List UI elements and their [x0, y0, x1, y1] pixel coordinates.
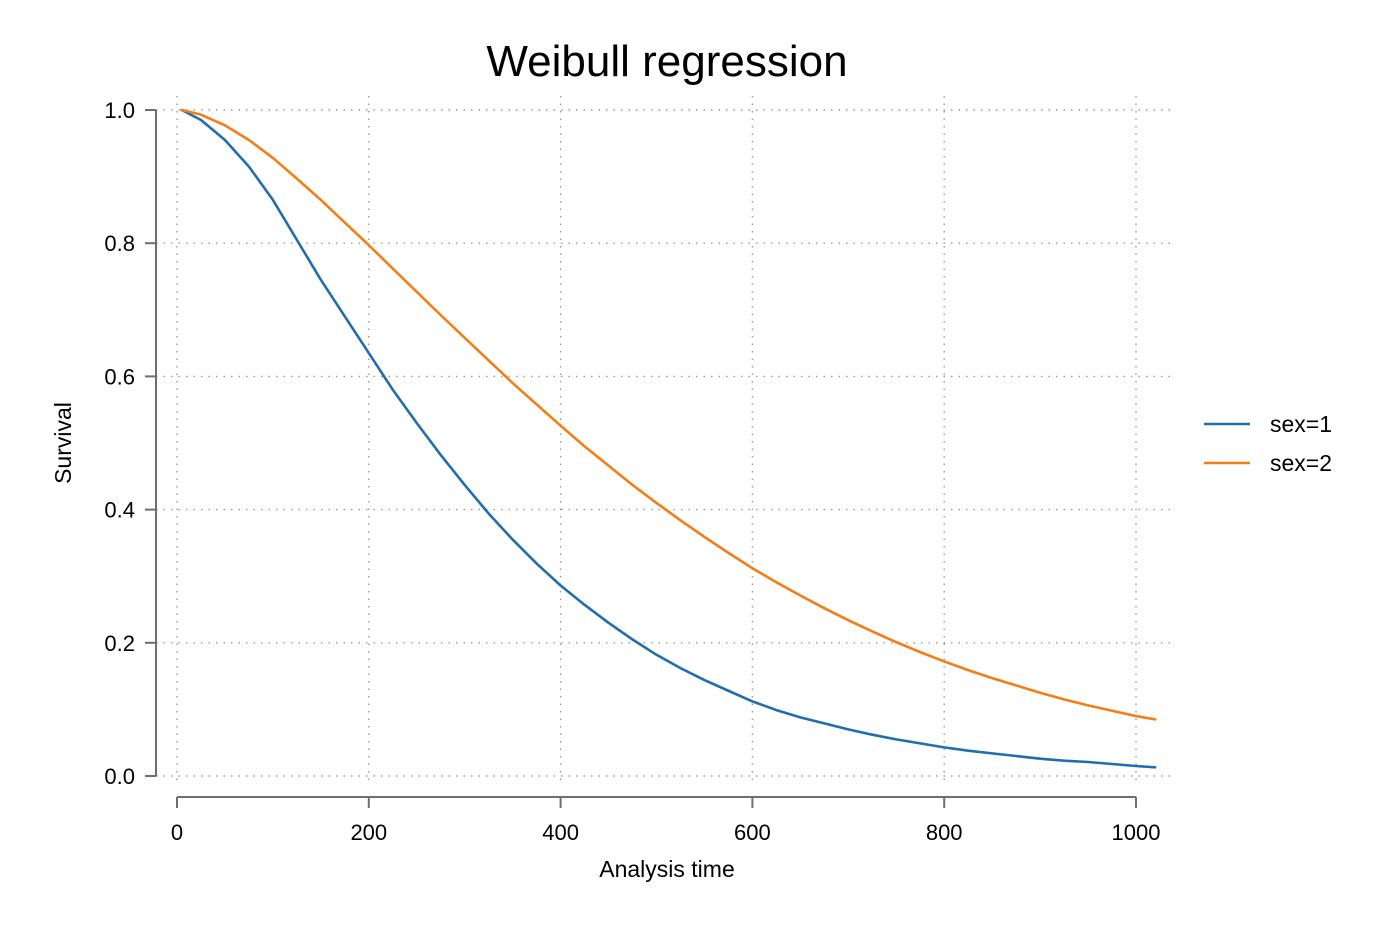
legend: sex=1 sex=2 — [1204, 411, 1332, 476]
y-tick-label-3: 0.6 — [104, 364, 135, 389]
legend-label-sex-2: sex=2 — [1270, 450, 1332, 476]
x-axis-title: Analysis time — [599, 856, 734, 882]
gridlines — [156, 96, 1174, 786]
series-line-sex-1 — [180, 108, 1157, 769]
x-tick-label-4: 800 — [926, 820, 963, 845]
x-tick-label-0: 0 — [171, 820, 183, 845]
axes — [145, 109, 1137, 808]
y-tick-label-1: 0.2 — [104, 631, 135, 656]
x-tick-label-1: 200 — [350, 820, 387, 845]
chart-title: Weibull regression — [486, 37, 847, 86]
y-tick-label-2: 0.4 — [104, 498, 135, 523]
y-tick-label-0: 0.0 — [104, 764, 135, 789]
y-axis-title: Survival — [50, 402, 76, 484]
tick-labels: 0.0 0.2 0.4 0.6 0.8 1.0 0 200 400 600 800 1000 — [104, 98, 1160, 845]
x-tick-label-5: 1000 — [1112, 820, 1161, 845]
legend-label-sex-1: sex=1 — [1270, 411, 1332, 437]
series-lines — [180, 108, 1157, 769]
y-tick-label-4: 0.8 — [104, 231, 135, 256]
series-line-sex-2 — [180, 108, 1157, 721]
x-tick-label-2: 400 — [542, 820, 579, 845]
y-tick-label-5: 1.0 — [104, 98, 135, 123]
x-tick-label-3: 600 — [734, 820, 771, 845]
